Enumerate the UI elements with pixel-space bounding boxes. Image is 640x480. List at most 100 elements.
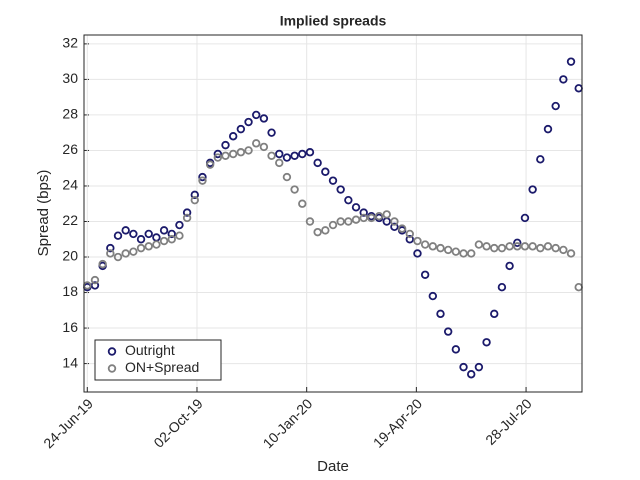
point [159, 226, 169, 235]
point [559, 245, 568, 255]
point [451, 247, 461, 256]
point [336, 185, 345, 194]
point [390, 222, 399, 232]
legend-marker [107, 347, 117, 356]
point [144, 229, 153, 239]
plot-area [84, 35, 582, 392]
point [505, 261, 514, 271]
point [428, 242, 438, 251]
point [390, 217, 399, 226]
y-tick-label: 18 [62, 283, 78, 299]
point [198, 172, 207, 182]
point [129, 247, 138, 256]
point [474, 240, 484, 249]
point [436, 243, 445, 253]
point [144, 242, 153, 251]
y-tick-label: 26 [62, 141, 78, 157]
point [382, 210, 391, 219]
point [282, 172, 292, 182]
point [129, 229, 138, 239]
point [359, 208, 368, 217]
point [305, 148, 315, 157]
point [152, 240, 161, 249]
y-axis-label: Spread (bps) [35, 170, 52, 257]
point [113, 252, 123, 262]
point [136, 243, 146, 253]
x-tick-label: 24-Jun-19 [40, 395, 96, 451]
point [344, 195, 353, 205]
x-tick-label: 10-Jan-20 [260, 395, 316, 451]
point [474, 362, 484, 372]
point [328, 220, 338, 230]
y-tick-label: 14 [62, 354, 78, 370]
point [90, 275, 100, 285]
point [482, 338, 491, 347]
point [205, 160, 215, 169]
y-tick-label: 22 [62, 212, 78, 228]
y-tick-label: 32 [62, 35, 78, 51]
legend-marker [107, 364, 117, 373]
x-tick-label: 02-Oct-19 [150, 395, 205, 450]
point [259, 142, 269, 152]
point [190, 195, 199, 205]
legend-box [94, 339, 222, 381]
point [451, 345, 461, 354]
grid [84, 35, 582, 392]
point [175, 220, 184, 230]
legend-label: ON+Spread [125, 359, 199, 375]
point [336, 217, 345, 226]
point [244, 117, 253, 127]
point [351, 215, 361, 224]
point [221, 140, 230, 150]
point [428, 291, 438, 301]
point [259, 114, 269, 123]
point [290, 185, 299, 194]
point [305, 217, 315, 226]
point [467, 249, 476, 258]
point [566, 249, 576, 258]
y-tick-label: 30 [62, 70, 78, 86]
point [505, 242, 514, 251]
y-tick-label: 20 [62, 248, 78, 264]
point [528, 185, 537, 194]
point [290, 151, 299, 160]
point [182, 208, 192, 217]
point [313, 227, 322, 237]
point [490, 309, 499, 319]
x-tick-label: 28-Jul-20 [482, 395, 535, 448]
point [490, 243, 499, 253]
point [420, 270, 430, 279]
point [328, 176, 338, 185]
point [405, 229, 414, 239]
y-tick-label: 16 [62, 319, 78, 335]
point [313, 158, 322, 168]
point [167, 229, 176, 239]
point [159, 236, 169, 246]
point [443, 327, 453, 336]
point [267, 128, 276, 137]
point [397, 224, 407, 233]
point [520, 242, 530, 251]
point [213, 149, 223, 159]
point [497, 243, 507, 253]
point [420, 240, 430, 249]
point [198, 176, 207, 185]
point [374, 211, 384, 221]
point [167, 235, 176, 244]
x-tick-label: 19-Apr-20 [370, 395, 425, 450]
point [228, 132, 238, 141]
point [536, 155, 545, 164]
point [121, 249, 130, 258]
point [175, 231, 184, 240]
legend-label: Outright [125, 342, 175, 358]
point [121, 226, 130, 235]
point [252, 139, 261, 148]
point [190, 190, 199, 200]
point [98, 259, 107, 269]
point [528, 242, 537, 251]
y-tick-label: 24 [62, 177, 78, 193]
x-axis-label: Date [317, 458, 349, 475]
point [566, 57, 576, 66]
